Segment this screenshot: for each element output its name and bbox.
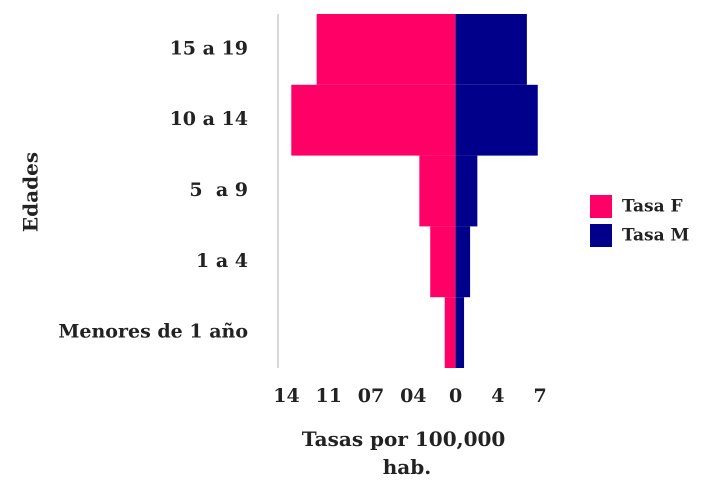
x-axis-title-line-1: Tasas por 100,000	[302, 427, 506, 451]
x-tick-labels: 14 11 07 04 0 4 7	[273, 385, 547, 407]
legend-label-tasa-f: Tasa F	[622, 197, 683, 217]
bar-tasa-f-menores-de-1-a-o	[444, 297, 456, 368]
bar-tasa-m-5-a-9	[455, 155, 478, 227]
x-tick-label: 07	[358, 385, 384, 407]
bars-group	[291, 14, 538, 368]
bar-tasa-f-1-a-4	[430, 226, 456, 298]
y-category-label: 1 a 4	[196, 250, 248, 272]
x-axis-title: Tasas por 100,000 hab.	[302, 427, 513, 479]
x-tick-label: 0	[449, 385, 462, 407]
bar-tasa-m-menores-de-1-a-o	[455, 297, 465, 368]
y-category-label: 10 a 14	[170, 108, 248, 130]
x-tick-label: 4	[491, 385, 504, 407]
y-axis-title: Edades	[19, 152, 43, 232]
bar-tasa-f-15-a-19	[316, 14, 456, 85]
bar-tasa-f-5-a-9	[419, 155, 456, 227]
x-tick-label: 11	[316, 385, 342, 407]
y-category-label: Menores de 1 año	[58, 321, 248, 343]
bar-tasa-m-1-a-4	[455, 226, 471, 298]
x-axis-title-line-2: hab.	[383, 455, 431, 479]
bar-tasa-f-10-a-14	[291, 84, 456, 156]
bar-tasa-m-10-a-14	[455, 84, 538, 156]
legend: Tasa F Tasa M	[590, 195, 690, 247]
y-category-labels: Menores de 1 año 1 a 4 5 a 9 10 a 14 15 a 19	[58, 37, 248, 342]
legend-label-tasa-m: Tasa M	[622, 226, 690, 246]
y-category-label: 5 a 9	[189, 179, 248, 201]
x-tick-label: 14	[273, 385, 299, 407]
y-category-label: 15 a 19	[170, 37, 248, 59]
x-tick-label: 7	[534, 385, 547, 407]
x-tick-label: 04	[400, 385, 426, 407]
legend-swatch-tasa-m	[590, 224, 612, 247]
bar-tasa-m-15-a-19	[455, 14, 527, 85]
legend-swatch-tasa-f	[590, 195, 612, 218]
